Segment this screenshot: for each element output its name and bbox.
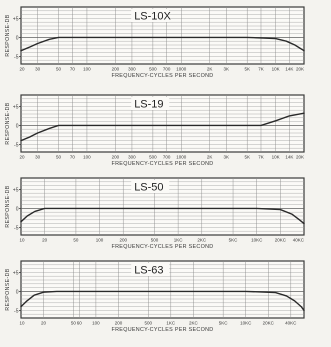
response-curve xyxy=(20,207,305,225)
x-tick-label: 60 xyxy=(77,321,83,326)
x-tick-label: 3K xyxy=(224,155,230,160)
x-tick-label: 7K xyxy=(258,155,264,160)
chart-title: LS-63 xyxy=(134,265,163,277)
x-tick-label: 2K xyxy=(207,155,213,160)
y-tick-label: 0 xyxy=(16,289,19,295)
x-tick-label: 40KC xyxy=(285,321,297,326)
x-tick-label: 100 xyxy=(92,321,100,326)
x-tick-label: 5K xyxy=(244,67,250,72)
x-tick-label: 20 xyxy=(19,67,25,72)
x-tick-label: 200 xyxy=(112,67,120,72)
x-tick-label: 50 xyxy=(73,238,79,243)
x-axis-label: FREQUENCY-CYCLES PER SECOND xyxy=(112,327,214,333)
x-tick-label: 70 xyxy=(70,155,76,160)
x-tick-label: 5K xyxy=(244,155,250,160)
x-tick-label: 700 xyxy=(163,155,171,160)
x-tick-label: 300 xyxy=(128,67,136,72)
chart-title: LS-10X xyxy=(134,11,171,23)
x-tick-label: 14K xyxy=(285,155,293,160)
x-tick-label: 100 xyxy=(96,238,104,243)
y-tick-label: -5 xyxy=(14,225,19,231)
response-curve xyxy=(20,290,305,312)
x-tick-label: 100 xyxy=(83,67,91,72)
x-tick-label: 200 xyxy=(119,238,127,243)
x-tick-label: 500 xyxy=(149,67,157,72)
x-tick-label: 10KC xyxy=(240,321,252,326)
chart-title: LS-50 xyxy=(134,182,163,194)
x-tick-label: 1KC xyxy=(166,321,176,326)
x-tick-label: 10K xyxy=(272,155,280,160)
x-tick-label: 10KC xyxy=(251,238,263,243)
x-tick-label: 30 xyxy=(35,67,41,72)
x-tick-label: 2KC xyxy=(189,321,199,326)
x-tick-label: 300 xyxy=(128,155,136,160)
x-tick-label: 1000 xyxy=(176,155,187,160)
x-tick-label: 500 xyxy=(149,155,157,160)
x-tick-label: 20 xyxy=(42,238,48,243)
x-tick-label: 20 xyxy=(19,155,25,160)
response-curve xyxy=(20,36,305,52)
y-tick-label: -5 xyxy=(14,308,19,314)
y-tick-label: -5 xyxy=(14,54,19,60)
x-tick-label: 700 xyxy=(163,67,171,72)
y-tick-label: 0 xyxy=(16,206,19,212)
x-tick-label: 500 xyxy=(145,321,153,326)
chart-title-background xyxy=(131,180,170,193)
x-tick-label: 1KC xyxy=(174,238,184,243)
x-tick-label: 2KC xyxy=(197,238,207,243)
y-tick-label: -5 xyxy=(14,142,19,148)
x-tick-label: 7K xyxy=(258,67,264,72)
x-axis-label: FREQUENCY-CYCLES PER SECOND xyxy=(112,161,214,167)
x-tick-label: 200 xyxy=(112,155,120,160)
x-tick-label: 5KC xyxy=(219,321,229,326)
x-tick-label: 20 xyxy=(41,321,47,326)
x-tick-label: 50 xyxy=(56,67,62,72)
x-tick-label: 3K xyxy=(224,67,230,72)
y-tick-label: +5 xyxy=(13,187,19,193)
x-tick-label: 20KC xyxy=(275,238,287,243)
x-tick-label: 10 xyxy=(19,238,25,243)
x-tick-label: 2K xyxy=(207,67,213,72)
x-tick-label: 14K xyxy=(285,67,293,72)
y-tick-label: 0 xyxy=(16,123,19,129)
x-tick-label: 50 xyxy=(56,155,62,160)
y-axis-label: RESPONSE-DB xyxy=(5,268,11,310)
y-tick-label: +5 xyxy=(13,16,19,22)
x-tick-label: 20KC xyxy=(263,321,275,326)
x-tick-label: 10 xyxy=(19,321,25,326)
x-tick-label: 1000 xyxy=(176,67,187,72)
y-axis-label: RESPONSE-DB xyxy=(5,185,11,227)
y-tick-label: +5 xyxy=(13,270,19,276)
y-axis-label: RESPONSE-DB xyxy=(5,14,11,56)
x-tick-label: 70 xyxy=(70,67,76,72)
x-tick-label: 50 xyxy=(71,321,77,326)
x-tick-label: 20K xyxy=(296,67,304,72)
chart-title: LS-19 xyxy=(134,99,163,111)
chart-title-background xyxy=(131,263,170,276)
x-tick-label: 10K xyxy=(272,67,280,72)
response-curve xyxy=(20,112,305,142)
chart-title-background xyxy=(131,9,170,22)
x-axis-label: FREQUENCY-CYCLES PER SECOND xyxy=(112,73,214,79)
x-tick-label: 5KC xyxy=(229,238,239,243)
x-tick-label: 500 xyxy=(151,238,159,243)
x-axis-label: FREQUENCY-CYCLES PER SECOND xyxy=(112,244,214,250)
y-tick-label: 0 xyxy=(16,35,19,41)
x-tick-label: 30 xyxy=(35,155,41,160)
chart-title-background xyxy=(131,97,170,110)
x-tick-label: 100 xyxy=(83,155,91,160)
x-tick-label: 40KC xyxy=(293,238,305,243)
y-tick-label: +5 xyxy=(13,104,19,110)
y-axis-label: RESPONSE-DB xyxy=(5,102,11,144)
x-tick-label: 200 xyxy=(115,321,123,326)
x-tick-label: 20K xyxy=(296,155,304,160)
